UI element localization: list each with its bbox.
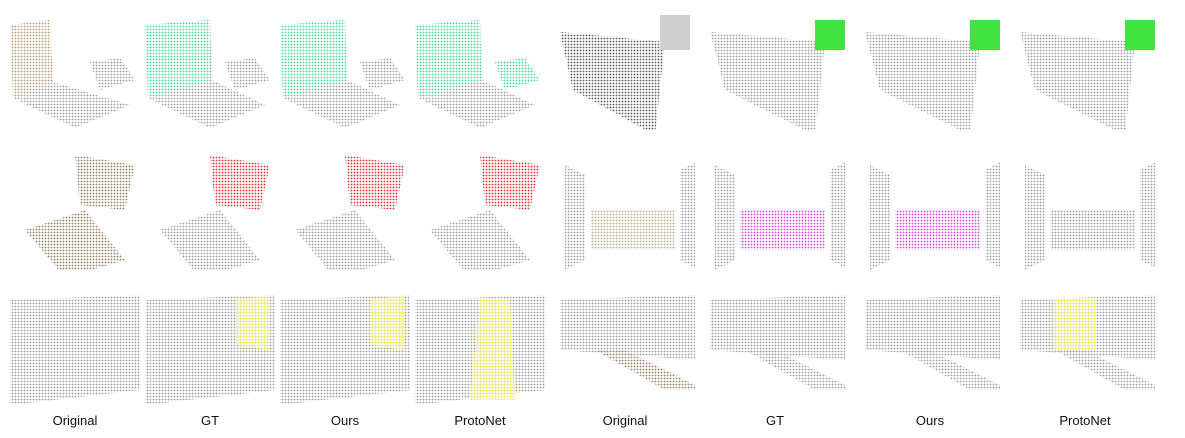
row2-right-original xyxy=(555,150,695,270)
row3-left-original xyxy=(5,290,145,410)
row3-left-gt xyxy=(140,290,280,410)
row3-left-ours xyxy=(275,290,415,410)
row1-left-protonet xyxy=(410,10,550,130)
row1-right-protonet xyxy=(1015,10,1155,130)
row2-left-gt xyxy=(140,150,280,270)
caption-right-ours: Ours xyxy=(915,413,945,428)
row3-left-protonet xyxy=(410,290,550,410)
row3-right-original xyxy=(555,290,695,410)
row1-right-original xyxy=(555,10,695,130)
caption-right-protonet: ProtoNet xyxy=(1059,413,1111,428)
caption-right-gt: GT xyxy=(765,413,785,428)
row2-left-original xyxy=(5,150,145,270)
row2-right-protonet xyxy=(1015,150,1155,270)
caption-left-original: Original xyxy=(52,413,98,428)
row3-right-protonet xyxy=(1015,290,1155,410)
caption-left-ours: Ours xyxy=(330,413,360,428)
row1-right-ours xyxy=(860,10,1000,130)
row2-left-ours xyxy=(275,150,415,270)
row2-left-protonet xyxy=(410,150,550,270)
row1-left-original xyxy=(5,10,145,130)
row3-right-ours xyxy=(860,290,1000,410)
row1-left-ours xyxy=(275,10,415,130)
caption-left-gt: GT xyxy=(200,413,220,428)
row2-right-gt xyxy=(705,150,845,270)
row3-right-gt xyxy=(705,290,845,410)
caption-right-original: Original xyxy=(602,413,648,428)
row1-left-gt xyxy=(140,10,280,130)
row1-right-gt xyxy=(705,10,845,130)
caption-left-protonet: ProtoNet xyxy=(454,413,506,428)
row2-right-ours xyxy=(860,150,1000,270)
